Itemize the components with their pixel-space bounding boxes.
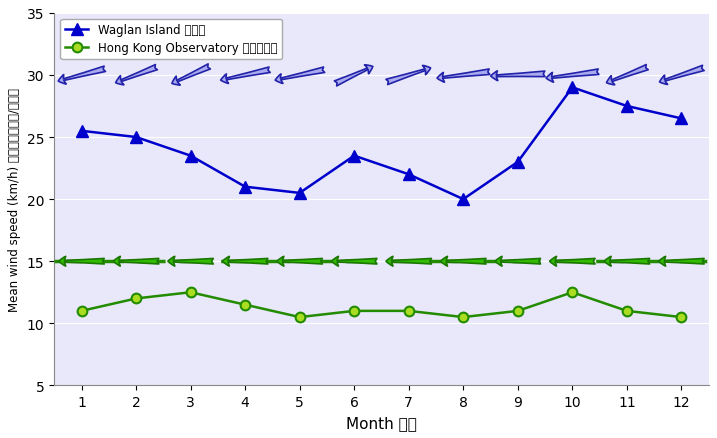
Hong Kong Observatory 香港天文台	[513, 308, 522, 314]
Waglan Island 橫瀏岛	[350, 154, 358, 159]
Hong Kong Observatory 香港天文台	[132, 296, 141, 301]
Waglan Island 橫瀏岛	[295, 191, 304, 196]
Hong Kong Observatory 香港天文台	[622, 308, 631, 314]
Line: Hong Kong Observatory 香港天文台: Hong Kong Observatory 香港天文台	[77, 288, 686, 322]
Waglan Island 橫瀏岛	[568, 85, 576, 91]
Hong Kong Observatory 香港天文台	[404, 308, 413, 314]
Hong Kong Observatory 香港天文台	[459, 315, 467, 320]
Line: Waglan Island 橫瀏岛: Waglan Island 橫瀏岛	[76, 83, 687, 205]
Waglan Island 橫瀏岛	[513, 160, 522, 165]
Waglan Island 橫瀏岛	[404, 172, 413, 177]
Hong Kong Observatory 香港天文台	[186, 290, 195, 295]
Waglan Island 橫瀏岛	[132, 135, 141, 140]
Hong Kong Observatory 香港天文台	[295, 315, 304, 320]
Waglan Island 橫瀏岛	[459, 197, 467, 202]
Hong Kong Observatory 香港天文台	[677, 315, 685, 320]
Waglan Island 橫瀏岛	[622, 104, 631, 110]
Hong Kong Observatory 香港天文台	[241, 302, 250, 307]
Waglan Island 橫瀏岛	[186, 154, 195, 159]
Waglan Island 橫瀏岛	[241, 185, 250, 190]
Hong Kong Observatory 香港天文台	[568, 290, 576, 295]
Waglan Island 橫瀏岛	[677, 117, 685, 122]
Hong Kong Observatory 香港天文台	[350, 308, 358, 314]
X-axis label: Month 月份: Month 月份	[346, 415, 417, 430]
Hong Kong Observatory 香港天文台	[77, 308, 86, 314]
Y-axis label: Mean wind speed (km/h) 平均風速（公里/小時）: Mean wind speed (km/h) 平均風速（公里/小時）	[9, 88, 22, 311]
Legend: Waglan Island 橫瀏岛, Hong Kong Observatory 香港天文台: Waglan Island 橫瀏岛, Hong Kong Observatory…	[60, 20, 282, 60]
Waglan Island 橫瀏岛	[77, 129, 86, 134]
